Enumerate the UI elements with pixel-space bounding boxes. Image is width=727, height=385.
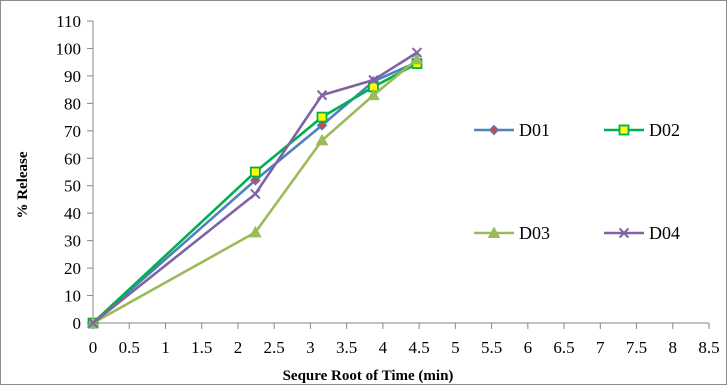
y-tick-label: 80 [64, 94, 81, 113]
legend-marker-d03 [487, 226, 501, 238]
x-tick-label: 8.5 [698, 338, 719, 357]
x-tick-label: 4 [379, 338, 388, 357]
legend-marker-d04 [618, 227, 630, 239]
legend-item-d02: D02 [604, 120, 680, 140]
x-tick-label: 6.5 [553, 338, 574, 357]
legend-marker-d04-stroke-b [618, 227, 630, 239]
series-d04 [87, 47, 423, 329]
data-point-d04 [411, 47, 423, 58]
data-point-d03 [315, 133, 329, 146]
data-point-d04-stroke-b [368, 74, 379, 86]
y-tick-label: 0 [73, 314, 82, 333]
data-point-d01 [316, 119, 328, 131]
data-point-d04 [87, 317, 99, 329]
y-tick-label: 30 [64, 232, 81, 251]
x-tick-label: 8 [669, 338, 678, 357]
axes: 0 10 20 30 40 50 60 70 80 90 100 110 0 0.5 1 1.5 2 2.5 3 3.… [56, 12, 720, 357]
x-tick-label: 3.5 [336, 338, 357, 357]
x-tick-label: 7.5 [626, 338, 647, 357]
y-tick-label: 70 [64, 122, 81, 141]
y-tick-label: 40 [64, 204, 81, 223]
legend-label-d04: D04 [649, 223, 680, 243]
x-tick-label: 1 [161, 338, 170, 357]
x-tick-label: 5.5 [481, 338, 502, 357]
data-point-d04 [316, 89, 328, 101]
y-tick-label: 90 [64, 67, 81, 86]
x-tick-label: 2 [234, 338, 243, 357]
x-axis-title: Sequre Root of Time (min) [283, 368, 454, 384]
data-point-d04 [368, 74, 379, 86]
legend-item-d03: D03 [474, 223, 550, 243]
data-point-d04-stroke-b [411, 47, 423, 58]
series-line-d04 [92, 51, 418, 325]
data-point-d03 [410, 52, 424, 65]
data-point-d04-stroke-b [250, 188, 261, 200]
data-point-d01 [249, 174, 261, 186]
legend-label-d01: D01 [519, 120, 550, 140]
y-axis-title: % Release [15, 151, 31, 218]
data-point-d04-stroke-b [316, 89, 328, 101]
y-tick-label: 100 [56, 39, 82, 58]
legend: D01 D02 D03 D04 [474, 120, 680, 243]
x-tick-label: 6 [524, 338, 533, 357]
legend-label-d02: D02 [649, 120, 680, 140]
y-tick-label: 20 [64, 259, 81, 278]
legend-item-d01: D01 [474, 120, 550, 140]
x-tick-label: 3 [306, 338, 315, 357]
data-point-d02 [316, 111, 328, 123]
legend-marker-d01 [488, 124, 500, 136]
x-tick-label: 4.5 [408, 338, 429, 357]
x-tick-label: 1.5 [191, 338, 212, 357]
x-tick-label: 2.5 [264, 338, 285, 357]
series-layer [86, 47, 424, 329]
y-tick-label: 110 [56, 12, 81, 31]
x-tick-label: 5 [451, 338, 460, 357]
data-point-d04 [250, 188, 261, 200]
x-tick-label: 0.5 [119, 338, 140, 357]
legend-item-d04: D04 [604, 223, 680, 243]
x-tick-label: 0 [89, 338, 98, 357]
x-tick-label: 7 [596, 338, 605, 357]
y-tick-label: 10 [64, 287, 81, 306]
data-point-d03 [367, 88, 380, 101]
legend-label-d03: D03 [519, 223, 550, 243]
data-point-d03 [248, 225, 262, 238]
data-point-d04-stroke-b [87, 317, 99, 329]
legend-marker-d02 [618, 124, 630, 136]
y-tick-label: 60 [64, 149, 81, 168]
y-tick-label: 50 [64, 177, 81, 196]
data-point-d02 [249, 166, 261, 178]
